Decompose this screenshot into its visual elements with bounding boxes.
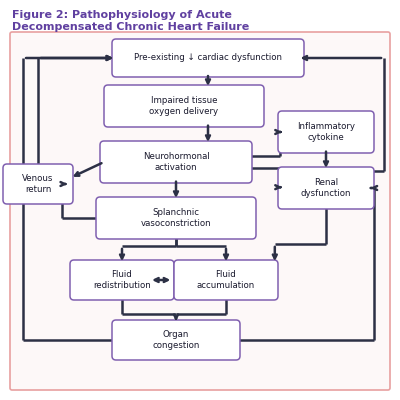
Text: Organ
congestion: Organ congestion	[152, 330, 200, 350]
Text: Impaired tissue
oxygen delivery: Impaired tissue oxygen delivery	[150, 96, 218, 116]
Text: Renal
dysfunction: Renal dysfunction	[301, 178, 351, 198]
Text: Fluid
redistribution: Fluid redistribution	[93, 270, 151, 290]
FancyBboxPatch shape	[70, 260, 174, 300]
FancyBboxPatch shape	[3, 164, 73, 204]
Text: Inflammatory
cytokine: Inflammatory cytokine	[297, 122, 355, 142]
FancyBboxPatch shape	[96, 197, 256, 239]
FancyBboxPatch shape	[104, 85, 264, 127]
FancyBboxPatch shape	[278, 167, 374, 209]
Text: Figure 2: Pathophysiology of Acute: Figure 2: Pathophysiology of Acute	[12, 10, 232, 20]
Text: Neurohormonal
activation: Neurohormonal activation	[143, 152, 209, 172]
FancyBboxPatch shape	[10, 32, 390, 390]
Text: Splanchnic
vasoconstriction: Splanchnic vasoconstriction	[141, 208, 211, 228]
FancyBboxPatch shape	[112, 39, 304, 77]
Text: Fluid
accumulation: Fluid accumulation	[197, 270, 255, 290]
FancyBboxPatch shape	[112, 320, 240, 360]
FancyBboxPatch shape	[174, 260, 278, 300]
Text: Decompensated Chronic Heart Failure: Decompensated Chronic Heart Failure	[12, 22, 249, 32]
Text: Venous
return: Venous return	[22, 174, 54, 194]
FancyBboxPatch shape	[100, 141, 252, 183]
Text: Pre-existing ↓ cardiac dysfunction: Pre-existing ↓ cardiac dysfunction	[134, 54, 282, 62]
FancyBboxPatch shape	[278, 111, 374, 153]
